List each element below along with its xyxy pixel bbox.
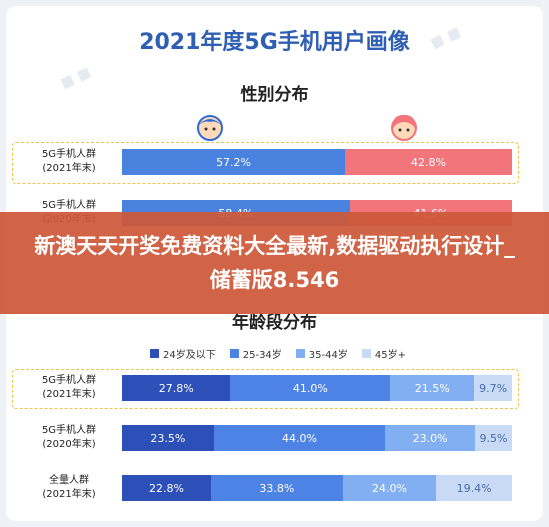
highlight-frame bbox=[12, 142, 519, 184]
row-label-line: 全量人群 bbox=[49, 475, 89, 486]
bar-segment: 24.0% bbox=[342, 475, 437, 501]
legend-label: 24岁及以下 bbox=[163, 350, 216, 361]
bar-segment: 27.8% bbox=[122, 375, 231, 401]
age-section-title: 年龄段分布 bbox=[232, 313, 317, 333]
overlay-banner: 新澳天天开奖免费资料大全最新,数据驱动执行设计_储蓄版8.546 bbox=[0, 212, 549, 314]
stacked-bar: 22.8% 33.8% 24.0% 19.4% bbox=[122, 475, 512, 501]
legend-item: 24岁及以下 bbox=[150, 346, 216, 361]
bar-segment: 42.8% bbox=[345, 149, 512, 175]
bar-segment: 41.0% bbox=[230, 375, 391, 401]
row-label-line: 5G手机人群 bbox=[41, 425, 97, 436]
boy-face-icon bbox=[197, 115, 223, 141]
bar-segment: 9.7% bbox=[474, 375, 512, 401]
row-label-line: 5G手机人群 bbox=[41, 200, 97, 211]
legend-label: 45岁+ bbox=[374, 350, 406, 361]
legend-item: 35-44岁 bbox=[295, 346, 348, 361]
stacked-bar: 57.2% 42.8% bbox=[122, 149, 512, 175]
banner-text: 新澳天天开奖免费资料大全最新,数据驱动执行设计_储蓄版8.546 bbox=[34, 234, 515, 292]
highlight-frame bbox=[12, 369, 519, 409]
row-label: 5G手机人群 (2021年末) bbox=[20, 374, 118, 402]
row-label-line: (2021年末) bbox=[42, 163, 96, 174]
row-label-line: (2021年末) bbox=[42, 489, 96, 500]
row-label-line: 5G手机人群 bbox=[41, 375, 97, 386]
stacked-bar: 27.8% 41.0% 21.5% 9.7% bbox=[122, 375, 512, 401]
girl-face-icon bbox=[391, 114, 417, 141]
bar-segment: 19.4% bbox=[436, 475, 512, 501]
bar-segment: 22.8% bbox=[122, 475, 211, 501]
gender-section-title: 性别分布 bbox=[240, 85, 309, 105]
bar-segment: 21.5% bbox=[390, 375, 475, 401]
bar-segment: 57.2% bbox=[122, 149, 346, 175]
row-label: 5G手机人群 (2021年末) bbox=[20, 148, 118, 176]
bar-segment: 23.5% bbox=[122, 425, 214, 451]
legend-label: 35-44岁 bbox=[308, 350, 348, 361]
row-label-line: 5G手机人群 bbox=[41, 149, 97, 160]
legend-item: 45岁+ bbox=[361, 346, 406, 361]
legend-item: 25-34岁 bbox=[229, 346, 282, 361]
stacked-bar: 23.5% 44.0% 23.0% 9.5% bbox=[122, 425, 512, 451]
bar-segment: 44.0% bbox=[213, 425, 386, 451]
legend-swatch bbox=[229, 349, 239, 358]
chart-legend: 24岁及以下 25-34岁 35-44岁 45岁+ bbox=[150, 346, 406, 361]
page-title: 2021年度5G手机用户画像 bbox=[139, 30, 410, 55]
row-label-line: (2021年末) bbox=[42, 389, 96, 400]
bar-segment: 33.8% bbox=[210, 475, 343, 501]
legend-swatch bbox=[361, 349, 371, 358]
row-label-line: (2020年末) bbox=[42, 439, 96, 450]
bar-segment: 9.5% bbox=[474, 425, 512, 451]
row-label: 5G手机人群 (2020年末) bbox=[20, 424, 118, 452]
bar-segment: 23.0% bbox=[385, 425, 475, 451]
row-label: 全量人群 (2021年末) bbox=[20, 474, 118, 502]
legend-swatch bbox=[150, 349, 159, 358]
legend-swatch bbox=[295, 349, 305, 358]
legend-label: 25-34岁 bbox=[242, 350, 282, 361]
